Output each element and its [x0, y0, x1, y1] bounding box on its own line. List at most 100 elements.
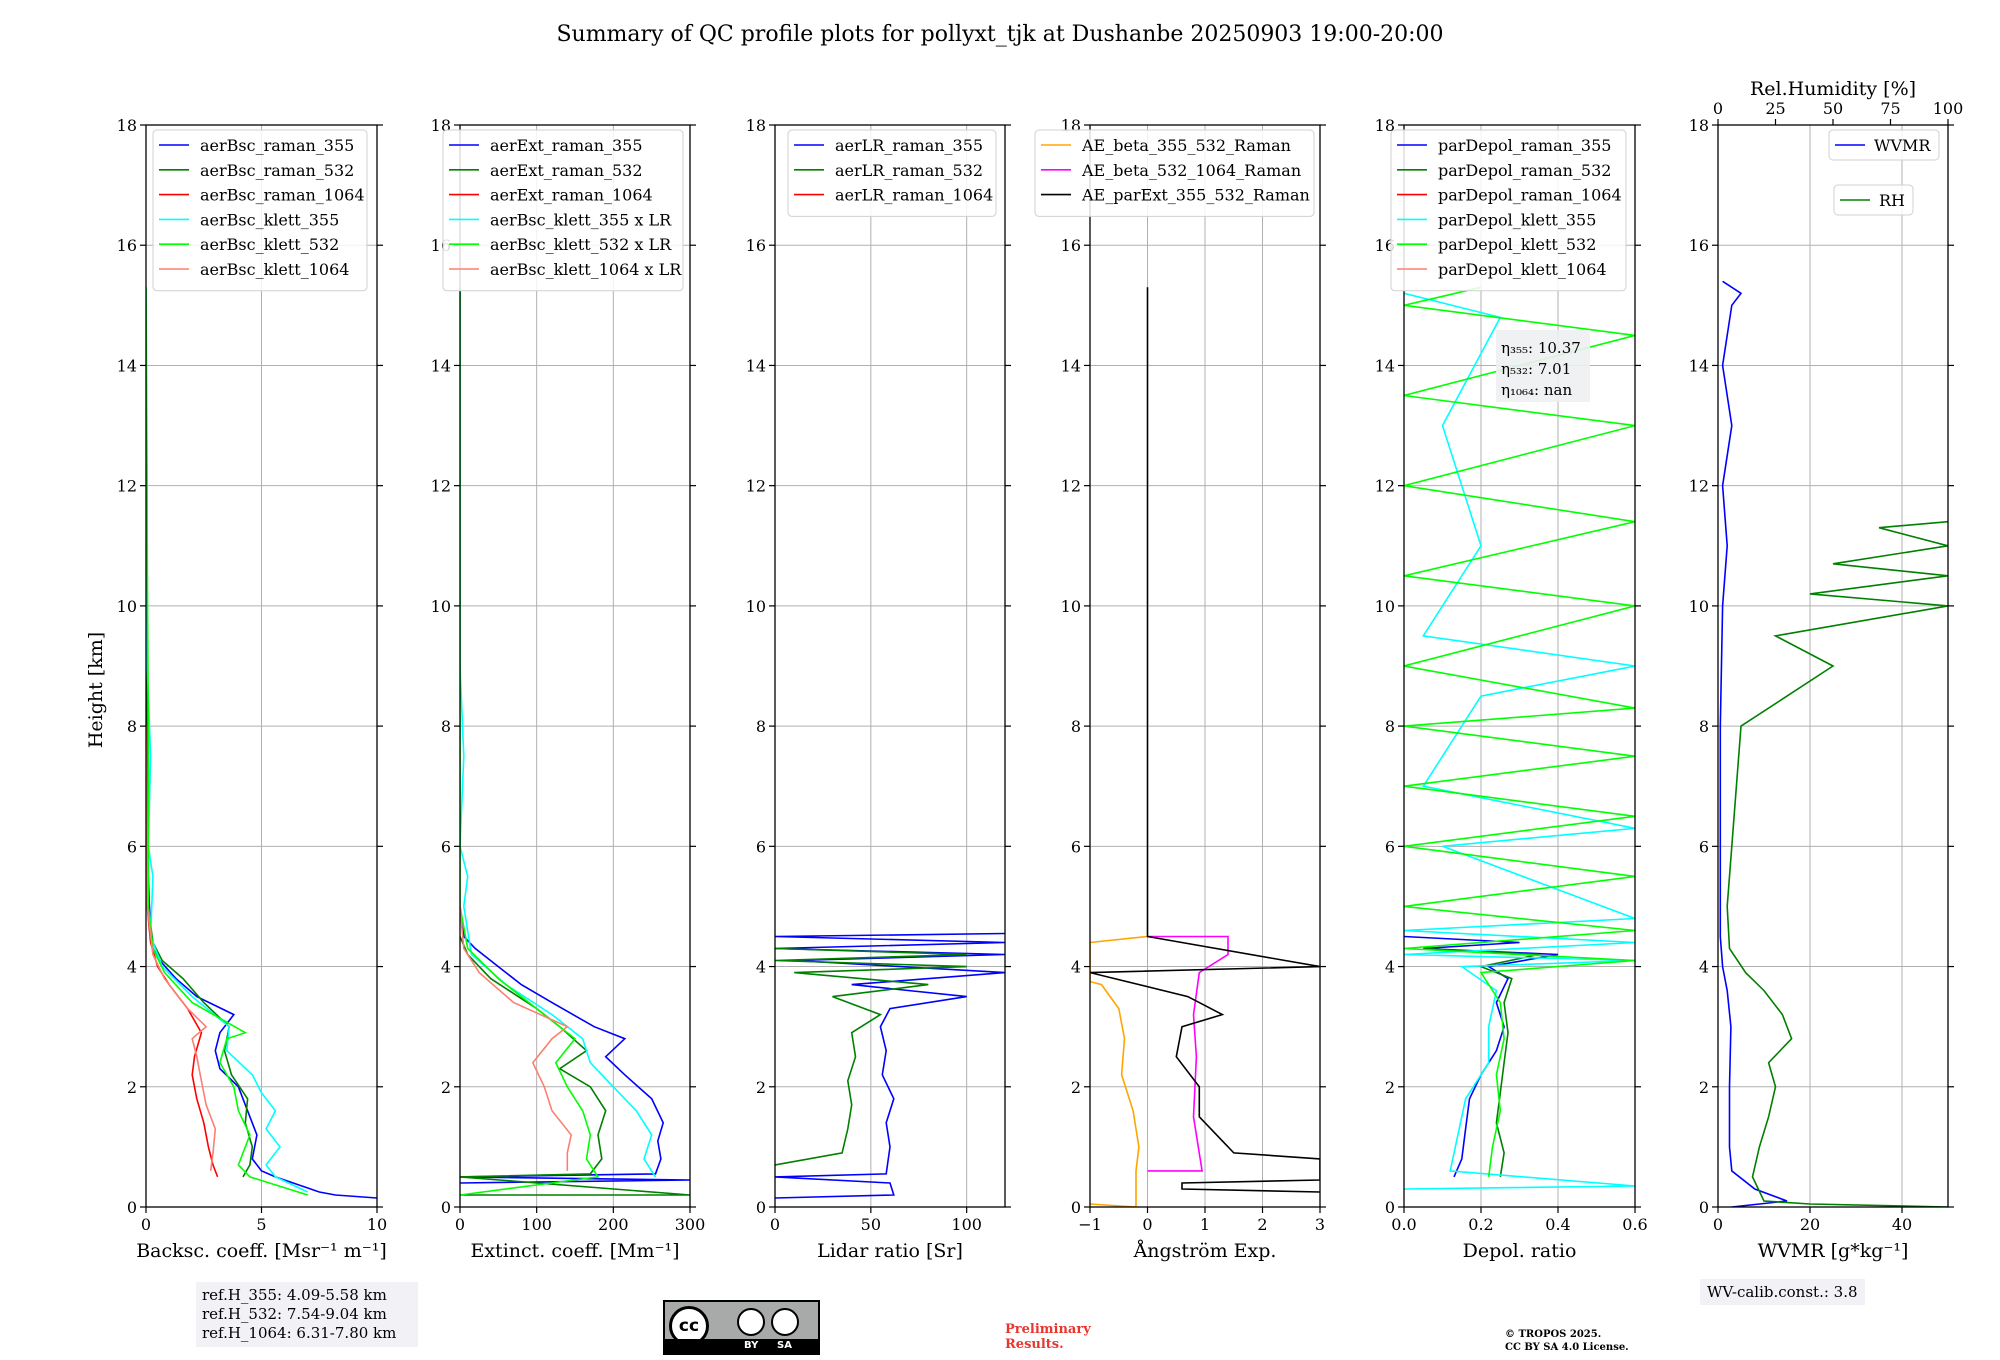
y-tick-label: 16 — [117, 236, 137, 255]
legend-box — [1833, 184, 1914, 216]
legend-box — [442, 129, 684, 292]
top-x-tick-label: 50 — [1823, 99, 1843, 118]
series-AE_parExt_355_532_Raman — [1090, 287, 1320, 1193]
y-tick-label: 16 — [746, 236, 766, 255]
series-AE_beta_355_532_Raman — [1090, 935, 1148, 1207]
y-tick-label: 6 — [1699, 837, 1709, 856]
y-tick-label: 0 — [441, 1198, 451, 1217]
x-tick-label: 0 — [770, 1215, 780, 1234]
badge-by-label: BY — [744, 1340, 759, 1351]
y-tick-label: 4 — [1699, 958, 1709, 977]
series-WVMR — [1719, 280, 1788, 1207]
series-RH — [1726, 520, 1948, 1207]
series-aerBsc_raman_355 — [146, 305, 377, 1199]
y-tick-label: 2 — [441, 1078, 451, 1097]
ref-height-1064: ref.H_1064: 6.31-7.80 km — [202, 1324, 397, 1342]
top-x-tick-label: 0 — [1713, 99, 1723, 118]
legend-label: aerBsc_raman_532 — [200, 161, 354, 180]
legend-box — [787, 129, 997, 217]
y-tick-label: 4 — [756, 958, 766, 977]
y-tick-label: 12 — [1689, 477, 1709, 496]
wv-calibration-box: WV-calib.const.: 3.8 — [1700, 1279, 1865, 1305]
legend-label: aerBsc_raman_355 — [200, 136, 354, 155]
x-tick-label: 10 — [367, 1215, 387, 1234]
legend-WVMR: WVMR — [1828, 129, 1940, 161]
badge-band — [665, 1339, 818, 1353]
y-tick-label: 10 — [431, 597, 451, 616]
copyright-line-1: © TROPOS 2025. — [1505, 1329, 1602, 1340]
series-aerBsc_klett_1064 — [146, 726, 217, 1172]
x-tick-label: 0 — [455, 1215, 465, 1234]
y-tick-label: 16 — [1061, 236, 1081, 255]
series-parDepol_klett_355 — [1404, 292, 1635, 1190]
x-tick-label: 0.0 — [1391, 1215, 1416, 1234]
x-tick-label: 0 — [1142, 1215, 1152, 1234]
legend-label: aerLR_raman_532 — [835, 161, 983, 180]
legend-box — [152, 129, 368, 292]
legend-ext: aerExt_raman_355 aerExt_raman_532 aerExt_r… — [442, 129, 684, 292]
legend-label: aerBsc_klett_355 — [200, 210, 339, 229]
y-tick-label: 2 — [756, 1078, 766, 1097]
y-tick-label: 4 — [1071, 958, 1081, 977]
y-tick-label: 2 — [1699, 1078, 1709, 1097]
legend-box — [1034, 129, 1315, 217]
x-tick-label: −1 — [1078, 1215, 1102, 1234]
x-axis-label: Lidar ratio [Sr] — [817, 1240, 963, 1262]
axes-frame — [1403, 124, 1636, 1208]
top-x-tick-label: 75 — [1880, 99, 1900, 118]
legend-ae: AE_beta_355_532_Raman AE_beta_532_1064_Ra… — [1034, 129, 1315, 217]
x-tick-label: 0.4 — [1545, 1215, 1570, 1234]
series-aerBsc_raman_532 — [146, 305, 254, 1178]
x-tick-label: 40 — [1892, 1215, 1912, 1234]
legend-label: aerBsc_klett_532 x LR — [490, 235, 672, 254]
attribution-icon — [737, 1308, 765, 1336]
y-tick-label: 14 — [117, 356, 137, 375]
cc-license-badge[interactable]: cc BY SA — [663, 1300, 820, 1355]
legend-label: aerLR_raman_355 — [835, 136, 983, 155]
y-tick-label: 8 — [441, 717, 451, 736]
legend-label: AE_parExt_355_532_Raman — [1081, 186, 1310, 205]
top-x-axis-label: Rel.Humidity [%] — [1750, 78, 1916, 100]
x-tick-label: 0 — [141, 1215, 151, 1234]
y-tick-label: 0 — [127, 1198, 137, 1217]
series-aerLR_raman_532 — [775, 947, 967, 1166]
legend-label: aerExt_raman_1064 — [490, 186, 653, 205]
x-tick-label: 100 — [951, 1215, 982, 1234]
series-aerExt_raman_532 — [460, 936, 690, 1196]
legend-label: parDepol_klett_355 — [1438, 210, 1596, 229]
x-tick-label: 0.6 — [1622, 1215, 1647, 1234]
x-axis-label: WVMR [g*kg⁻¹] — [1758, 1240, 1909, 1262]
y-tick-label: 6 — [127, 837, 137, 856]
reference-height-box: ref.H_355: 4.09-5.58 km ref.H_532: 7.54-… — [196, 1282, 418, 1347]
y-tick-label: 12 — [431, 477, 451, 496]
badge-sa-label: SA — [777, 1340, 792, 1351]
series-aerBsc_klett_355 x LR — [460, 287, 657, 1178]
y-tick-label: 12 — [117, 477, 137, 496]
x-tick-label: 300 — [675, 1215, 706, 1234]
legend-label: parDepol_raman_532 — [1438, 161, 1611, 180]
x-tick-label: 5 — [256, 1215, 266, 1234]
y-tick-label: 10 — [117, 597, 137, 616]
legend-label: aerBsc_klett_1064 x LR — [490, 260, 682, 279]
x-axis-label: Extinct. coeff. [Mm⁻¹] — [470, 1240, 679, 1262]
series-aerBsc_klett_1064 x LR — [460, 906, 573, 1171]
legend-label: aerExt_raman_355 — [490, 136, 643, 155]
axes-frame — [774, 124, 1006, 1208]
y-tick-label: 0 — [1071, 1198, 1081, 1217]
eta-box: η₃₅₅: 10.37 η₅₃₂: 7.01 η₁₀₆₄: nan — [1496, 330, 1590, 402]
y-axis-label: Height [km] — [85, 632, 107, 748]
legend-label: AE_beta_355_532_Raman — [1081, 136, 1291, 155]
legend-label: aerBsc_klett_532 — [200, 235, 339, 254]
y-tick-label: 12 — [746, 477, 766, 496]
legend-label: RH — [1879, 191, 1905, 210]
y-tick-label: 18 — [1689, 116, 1709, 135]
top-x-tick-label: 100 — [1933, 99, 1964, 118]
y-tick-label: 8 — [1385, 717, 1395, 736]
y-tick-label: 6 — [1385, 837, 1395, 856]
y-tick-label: 2 — [127, 1078, 137, 1097]
eta-box-bg — [1496, 330, 1590, 402]
legend-RH: RH — [1833, 184, 1914, 216]
